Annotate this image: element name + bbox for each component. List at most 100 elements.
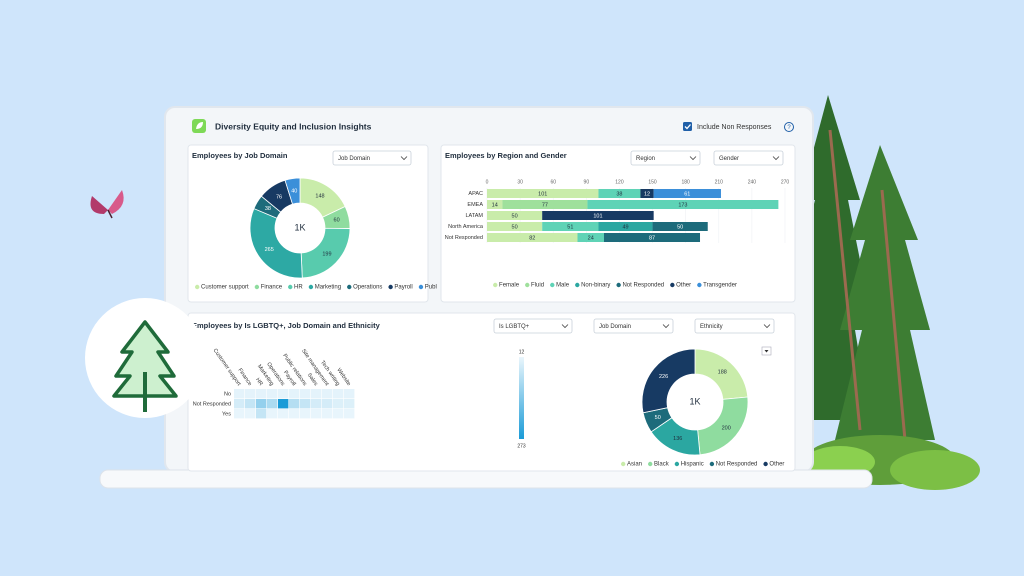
legend-marker — [418, 284, 424, 290]
slice-label: 200 — [722, 425, 731, 431]
legend-marker — [388, 284, 393, 290]
legend-label: Other — [769, 462, 784, 468]
bar-segment — [640, 189, 654, 198]
heatmap-cell — [267, 399, 278, 409]
heatmap-cell — [267, 409, 278, 419]
legend-marker — [347, 284, 352, 290]
bar-segment — [502, 200, 588, 209]
y-tick-label: Not Responded — [445, 235, 483, 241]
slice-label: 38 — [265, 206, 271, 212]
dropdown-arrow — [561, 324, 569, 329]
heatmap-cell — [322, 409, 333, 419]
slice-label: 199 — [322, 252, 331, 258]
heatmap-cell — [245, 399, 256, 409]
legend-label: Asian — [627, 462, 642, 468]
y-tick-label: APAC — [468, 191, 483, 197]
x-tick-label: 60 — [550, 179, 556, 185]
help-icon-text[interactable]: ? — [787, 125, 791, 131]
heatmap-cell — [300, 409, 311, 419]
heatmap-cell — [289, 409, 300, 419]
heatmap-cell — [344, 389, 355, 399]
donut-center-label: 1K — [294, 222, 305, 232]
dropdown-label[interactable]: Is LGBTQ+ — [499, 324, 530, 330]
dropdown-arrow — [689, 156, 697, 161]
x-tick-label: 180 — [681, 179, 690, 185]
slice-label: 148 — [315, 194, 324, 200]
dropdown-label[interactable]: Job Domain — [599, 324, 631, 330]
dropdown-label[interactable]: Region — [636, 156, 655, 162]
dropdown[interactable] — [713, 150, 784, 166]
bar-segment — [603, 233, 701, 242]
legend-marker — [195, 284, 200, 290]
dropdown-label[interactable]: Job Domain — [338, 156, 370, 162]
help-icon[interactable] — [784, 122, 794, 132]
colorbar-label: 12 — [519, 349, 525, 355]
legend-label: Other — [676, 283, 691, 289]
heatmap-cell — [333, 409, 344, 419]
legend-label: Hispanic — [681, 462, 704, 468]
heatmap-cell — [278, 399, 289, 409]
badge — [85, 298, 205, 418]
legend-marker — [670, 282, 675, 288]
bar-label: 61 — [684, 191, 690, 197]
bar-segment — [542, 211, 654, 220]
heatmap-cell — [234, 399, 245, 409]
bar-label: 77 — [542, 202, 548, 208]
x-tick-label: 150 — [648, 179, 657, 185]
y-tick-label: North America — [448, 224, 484, 230]
colorbar-label: 273 — [517, 443, 526, 449]
bar-label: 50 — [512, 213, 518, 219]
app-logo-leaf — [196, 122, 203, 129]
dropdown[interactable] — [630, 150, 701, 166]
bar-segment — [653, 189, 721, 198]
legend-marker — [550, 282, 555, 288]
heatmap-cell — [278, 409, 289, 419]
legend-marker — [616, 282, 621, 288]
slice-label: 76 — [276, 194, 282, 200]
slice-label: 226 — [659, 374, 668, 380]
legend-label: Not Responded — [716, 462, 758, 468]
slice-label: 136 — [673, 436, 682, 442]
y-tick-label: EMEA — [467, 202, 483, 208]
checkbox-label[interactable]: Include Non Responses — [697, 124, 772, 131]
legend-label: Marketing — [315, 285, 341, 291]
dropdown-label[interactable]: Ethnicity — [700, 324, 723, 330]
heatmap-cell — [311, 409, 322, 419]
checkbox[interactable] — [683, 122, 692, 131]
legend-marker — [763, 461, 768, 467]
heatmap-cell — [278, 389, 289, 399]
legend-marker — [493, 282, 498, 288]
legend-marker — [674, 461, 680, 467]
heatmap-cell — [311, 389, 322, 399]
x-tick-label: 30 — [517, 179, 523, 185]
dropdown[interactable] — [493, 318, 573, 334]
dropdown[interactable] — [593, 318, 674, 334]
legend-label: Male — [556, 283, 570, 289]
x-tick-label: 210 — [715, 179, 724, 185]
legend-label: Black — [654, 462, 670, 468]
legend-marker — [525, 282, 530, 288]
heatmap-cell — [322, 389, 333, 399]
dropdown[interactable] — [332, 150, 412, 166]
legend-marker — [308, 284, 314, 290]
bar-label: 14 — [492, 202, 498, 208]
bar-segment — [598, 222, 653, 231]
donut-slice — [249, 208, 303, 279]
legend-label: Finance — [261, 285, 283, 291]
row-label: Not Responded — [193, 401, 231, 407]
bar-label: 101 — [593, 213, 602, 219]
butterfly — [90, 190, 124, 219]
heatmap-cell — [322, 399, 333, 409]
heatmap-cell — [256, 389, 267, 399]
x-tick-label: 0 — [486, 179, 489, 185]
heatmap-cell — [256, 409, 267, 419]
bar-segment — [487, 200, 503, 209]
dropdown[interactable] — [694, 318, 775, 334]
heatmap-cell — [333, 389, 344, 399]
legend-label: Transgender — [703, 283, 737, 289]
dropdown-label[interactable]: Gender — [719, 156, 739, 162]
dropdown-arrow — [662, 324, 670, 329]
bar-label: 12 — [644, 191, 650, 197]
bar-segment — [542, 222, 599, 231]
slice-label: 265 — [265, 247, 274, 253]
